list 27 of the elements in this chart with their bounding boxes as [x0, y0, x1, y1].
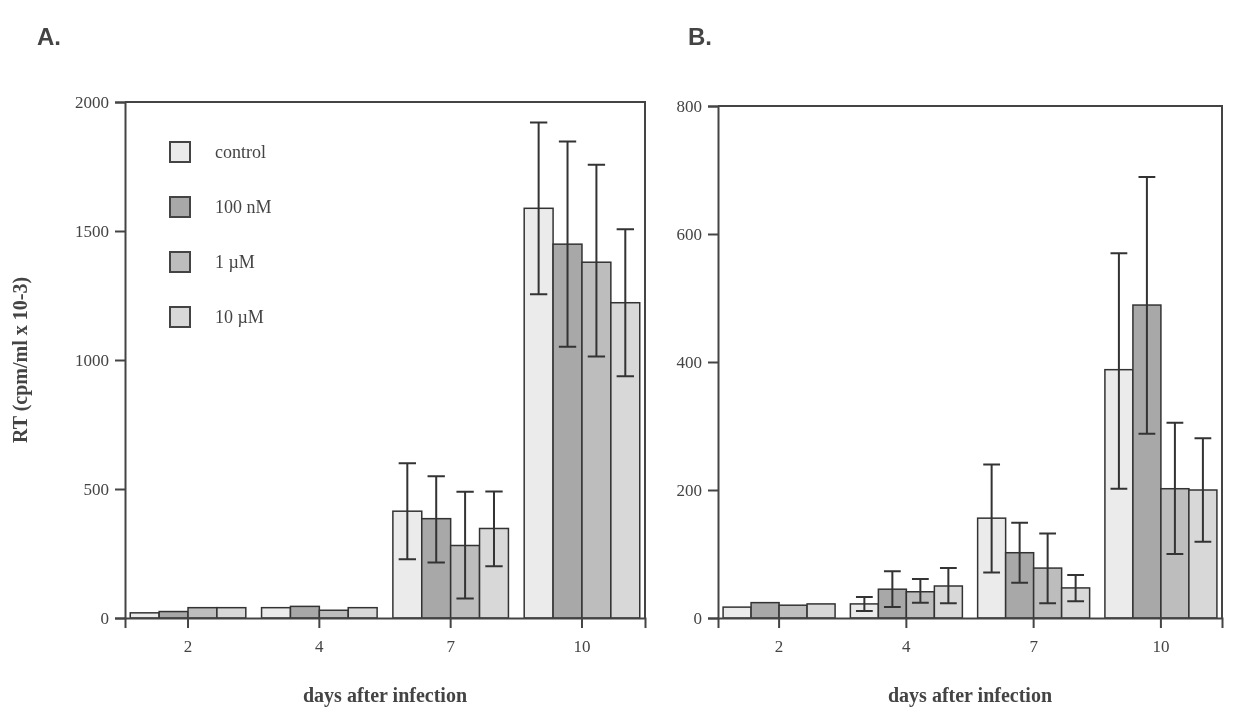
- x-tick-label: 7: [446, 637, 456, 657]
- y-tick-label: 200: [676, 480, 702, 500]
- y-tick-label: 0: [100, 608, 109, 628]
- y-tick-label: 600: [676, 224, 702, 244]
- y-tick-label: 800: [676, 96, 702, 116]
- x-axis-title: days after infection: [302, 684, 468, 707]
- y-tick-label: 1500: [75, 221, 109, 241]
- legend-label: 1 µM: [215, 252, 255, 272]
- x-axis-title: days after infection: [887, 684, 1053, 707]
- legend-label: 100 nM: [215, 197, 272, 217]
- chart-title: A.: [37, 23, 61, 50]
- y-tick-label: 2000: [75, 92, 109, 112]
- x-tick-label: 10: [1152, 637, 1170, 657]
- legend-label: control: [215, 142, 266, 162]
- chart-title: B.: [688, 23, 712, 50]
- x-tick-label: 4: [902, 637, 912, 657]
- x-tick-label: 2: [183, 637, 193, 657]
- legend-label: 10 µM: [215, 307, 264, 327]
- x-tick-label: 10: [573, 637, 591, 657]
- x-tick-label: 7: [1029, 637, 1039, 657]
- x-tick-label: 4: [315, 637, 325, 657]
- x-tick-label: 2: [774, 637, 784, 657]
- y-axis-title: RT (cpm/ml x 10-3): [9, 276, 32, 444]
- y-tick-label: 500: [83, 479, 109, 499]
- y-tick-label: 0: [693, 608, 702, 628]
- y-tick-label: 400: [676, 352, 702, 372]
- y-tick-label: 1000: [75, 350, 109, 370]
